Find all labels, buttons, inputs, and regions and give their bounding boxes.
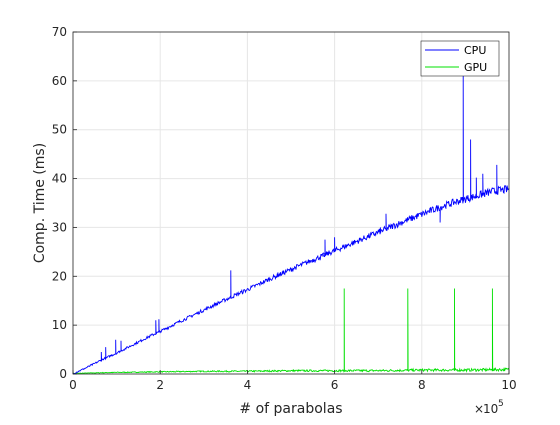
plot-background — [73, 32, 509, 374]
x-exponent-label: × 10 5 — [474, 399, 504, 416]
x-exponent-power: 5 — [498, 399, 504, 409]
x-tick-label: 6 — [331, 378, 339, 392]
y-tick-label: 50 — [52, 123, 67, 137]
legend-label-cpu: CPU — [464, 44, 486, 57]
x-exponent-base: 10 — [483, 402, 498, 416]
y-tick-label: 60 — [52, 74, 67, 88]
y-axis-label: Comp. Time (ms) — [32, 143, 48, 263]
y-tick-label: 10 — [52, 318, 67, 332]
y-tick-label: 30 — [52, 220, 67, 234]
y-tick-label: 20 — [52, 269, 67, 283]
x-tick-label: 0 — [69, 378, 77, 392]
x-tick-label: 8 — [418, 378, 426, 392]
y-tick-label: 0 — [59, 367, 67, 381]
y-tick-label: 70 — [52, 25, 67, 39]
legend: CPU GPU — [421, 41, 499, 76]
x-tick-label: 10 — [501, 378, 516, 392]
x-axis-label: # of parabolas — [239, 401, 342, 417]
x-tick-label: 2 — [156, 378, 164, 392]
legend-box — [421, 41, 499, 76]
y-tick-label: 40 — [52, 172, 67, 186]
x-tick-label: 4 — [244, 378, 252, 392]
legend-label-gpu: GPU — [464, 61, 487, 74]
